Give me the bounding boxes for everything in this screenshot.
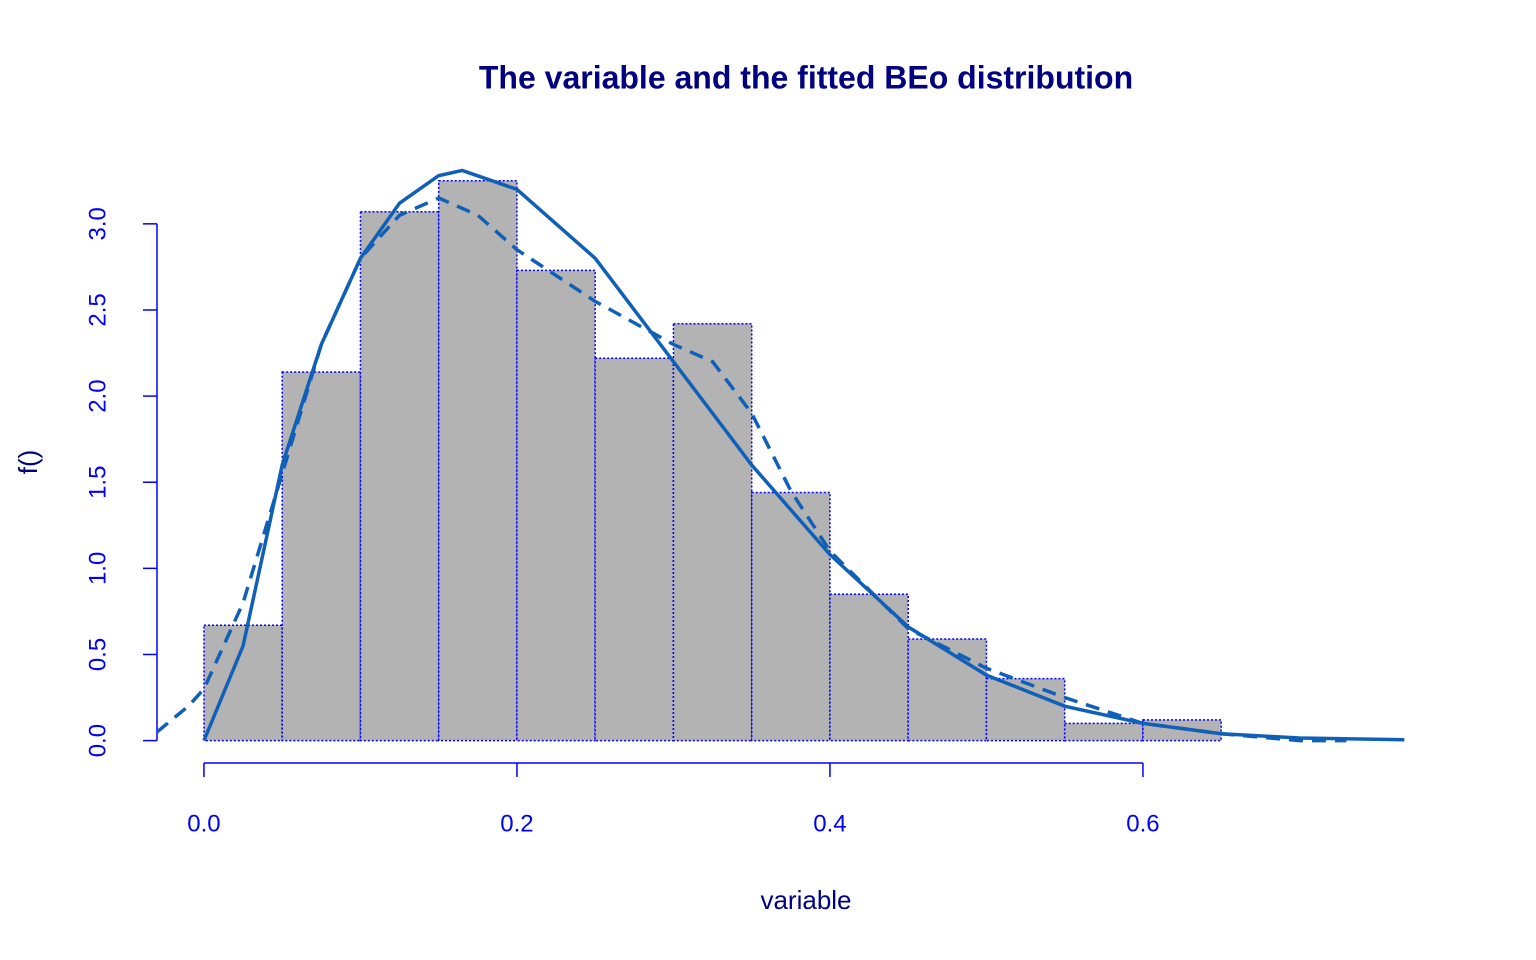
- chart-title: The variable and the fitted BEo distribu…: [479, 59, 1133, 95]
- y-axis-label: f(): [13, 450, 43, 475]
- bar: [672, 323, 753, 742]
- y-tick-label: 2.5: [84, 293, 111, 326]
- x-tick-label: 0.2: [500, 810, 533, 837]
- density-line: [157, 196, 1347, 743]
- bar: [1063, 722, 1144, 742]
- bar: [203, 624, 283, 742]
- bar: [985, 677, 1066, 742]
- y-tick-label: 3.0: [84, 207, 111, 240]
- bar: [829, 593, 909, 742]
- bar: [594, 357, 675, 742]
- x-tick-label: 0.0: [187, 810, 220, 837]
- bar: [359, 211, 440, 742]
- bar: [750, 491, 831, 742]
- y-tick-label: 2.0: [84, 379, 111, 412]
- x-axis-label: variable: [760, 885, 851, 915]
- y-tick-label: 0.5: [84, 638, 111, 671]
- y-tick-label: 1.5: [84, 466, 111, 499]
- bar: [516, 269, 596, 742]
- y-tick-label: 1.0: [84, 552, 111, 585]
- bar: [907, 638, 988, 742]
- x-tick-label: 0.6: [1126, 810, 1159, 837]
- x-tick-label: 0.4: [813, 810, 846, 837]
- y-tick-label: 0.0: [84, 724, 111, 757]
- bar: [437, 180, 518, 742]
